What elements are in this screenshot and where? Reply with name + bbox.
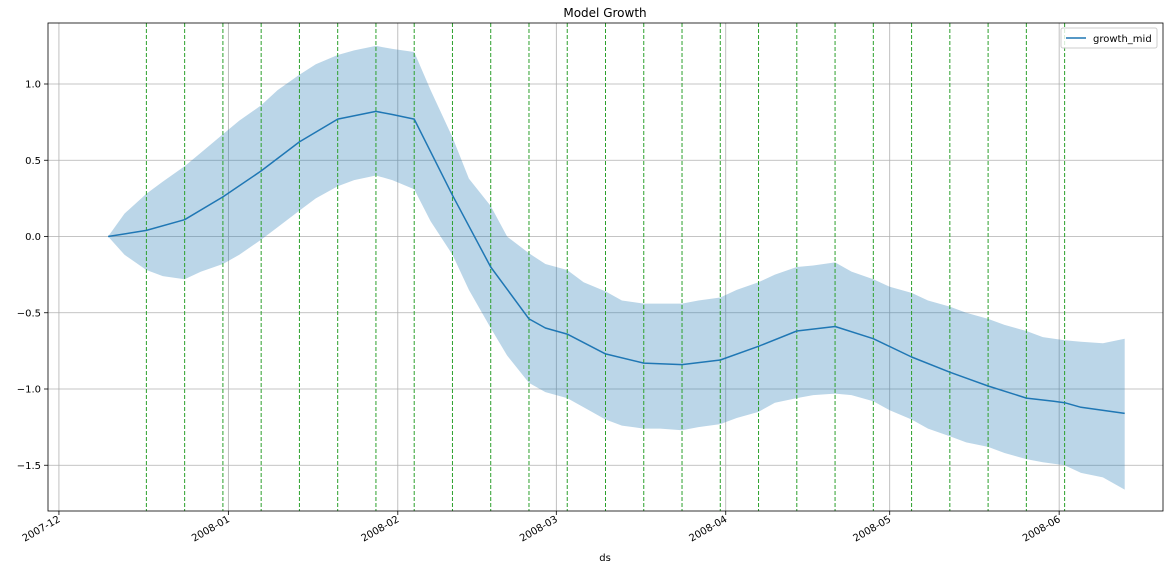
x-tick-label: 2008-03 [518, 514, 560, 544]
x-tick-label: 2008-06 [1021, 514, 1063, 544]
x-tick-label: 2008-04 [688, 514, 730, 544]
legend-label-growth-mid: growth_mid [1093, 34, 1152, 45]
changepoint-lines [145, 23, 1066, 511]
y-tick-label: −0.5 [17, 308, 41, 319]
uncertainty-band-layer [108, 45, 1125, 490]
y-axis: 1.0 0.5 0.0 −0.5 −1.0 −1.5 [17, 80, 48, 472]
y-tick-label: −1.0 [17, 385, 41, 396]
x-axis-label: ds [599, 553, 611, 564]
series-lines [107, 110, 1125, 415]
x-tick-label: 2008-01 [190, 514, 232, 544]
uncertainty-band [108, 45, 1125, 490]
legend-box [1060, 27, 1158, 49]
legend: growth_mid [1060, 27, 1158, 49]
y-tick-label: −1.5 [17, 461, 41, 472]
chart-title: Model Growth [563, 6, 646, 20]
plot-frame [47, 22, 1164, 512]
series-line-growth-mid [107, 110, 1125, 415]
x-axis: 2007-12 2008-01 2008-02 2008-03 2008-04 2008-… [21, 511, 1063, 544]
y-tick-label: 0.0 [25, 232, 41, 243]
x-tick-label: 2007-12 [21, 514, 63, 544]
x-tick-label: 2008-02 [360, 514, 402, 544]
y-tick-label: 1.0 [25, 80, 41, 91]
y-tick-label: 0.5 [25, 156, 41, 167]
x-tick-label: 2008-05 [852, 514, 894, 544]
